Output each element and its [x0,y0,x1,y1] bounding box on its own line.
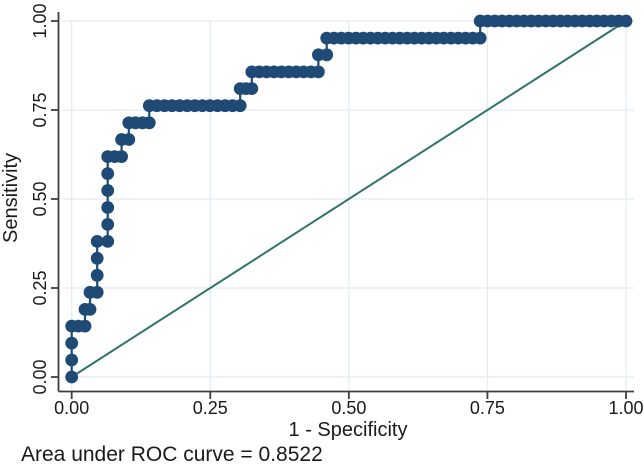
roc-marker [101,184,115,197]
roc-marker [142,116,156,130]
roc-marker [90,235,104,248]
grid-layer [62,20,634,392]
x-tick-label: 1.00 [608,398,643,418]
x-tick-label: 0.25 [193,398,228,418]
reference-line [71,20,627,378]
y-tick-label: 1.00 [30,3,50,38]
roc-marker [320,48,334,62]
roc-marker [473,31,487,45]
series-layer [65,14,633,384]
roc-marker [65,353,79,367]
roc-marker [619,14,633,28]
roc-marker [65,336,79,350]
roc-marker [83,303,97,316]
y-tick-label: 0.75 [30,92,50,127]
roc-marker [90,268,104,282]
roc-marker [101,167,115,181]
y-tick-label: 0.25 [30,270,50,305]
roc-marker [101,235,115,248]
label-layer: 1 - Specificity Sensitivity Area under R… [0,153,407,466]
axis-layer: 0.00 0.25 0.50 0.75 1.00 0.00 0.25 0.50 0.75 1.00 [30,3,644,418]
auc-annotation: Area under ROC curve = 0.8522 [21,443,323,466]
y-tick-label: 0.00 [30,359,50,394]
x-tick-label: 0.00 [54,398,89,418]
roc-marker [101,218,115,231]
y-axis-title: Sensitivity [0,153,22,243]
x-axis-title: 1 - Specificity [289,419,408,441]
roc-marker [65,370,79,384]
x-tick-label: 0.75 [470,398,505,418]
roc-marker [312,65,325,79]
roc-marker [78,319,92,333]
x-tick-label: 0.50 [331,398,366,418]
roc-marker [245,82,259,95]
roc-marker [115,150,128,164]
y-tick-label: 0.50 [30,181,50,216]
roc-marker [233,99,247,113]
roc-marker [122,133,136,146]
roc-marker [101,201,115,214]
roc-marker [90,251,104,265]
roc-marker [90,285,104,299]
